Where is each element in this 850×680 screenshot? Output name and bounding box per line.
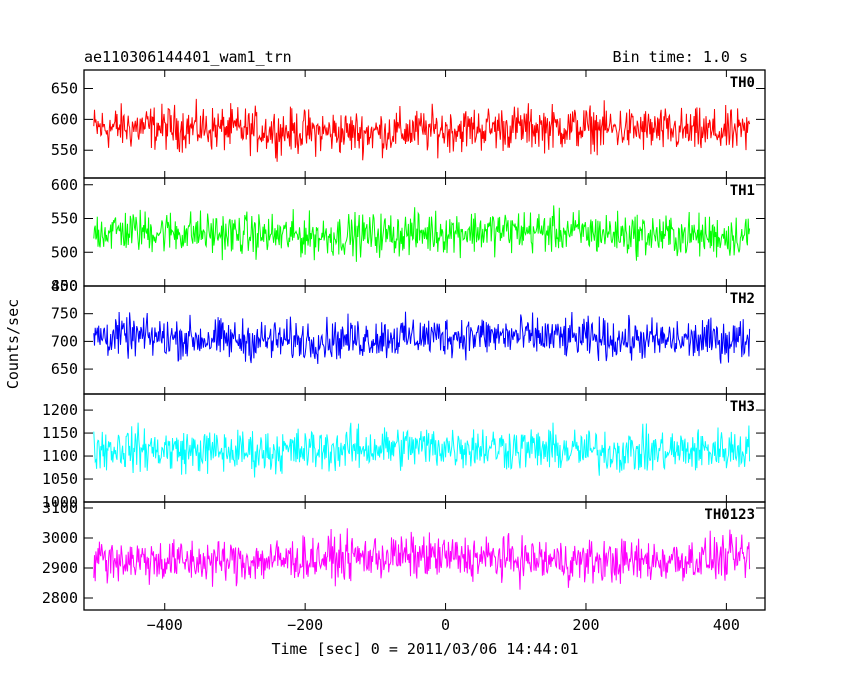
y-tick-label: 600: [51, 176, 78, 194]
panel-label: TH0123: [704, 507, 755, 523]
y-axis-label: Counts/sec: [4, 299, 22, 389]
y-tick-label: 700: [51, 332, 78, 350]
panel-th1: 450 500 550 600 TH1: [51, 176, 766, 295]
panel-th0123: 2800 2900 3000 3100 TH0123: [42, 499, 766, 611]
x-ticks-group: −400 −200 0 200 400: [147, 616, 740, 634]
y-tick-label: 1100: [42, 447, 78, 465]
y-tick-label: 800: [51, 277, 78, 295]
series-line-th0123: [93, 528, 751, 590]
x-axis-label: Time [sec] 0 = 2011/03/06 14:44:01: [271, 640, 578, 658]
panel-label: TH0: [730, 75, 755, 91]
y-tick-label: 1150: [42, 424, 78, 442]
panel-label: TH1: [730, 183, 755, 199]
y-tick-label: 2900: [42, 559, 78, 577]
series-line-th3: [93, 422, 751, 478]
x-tick-label: 0: [441, 616, 450, 634]
x-tick-label: 200: [572, 616, 599, 634]
x-tick-label: 400: [713, 616, 740, 634]
y-tick-label: 650: [51, 80, 78, 98]
series-line-th0: [93, 98, 751, 162]
y-tick-label: 600: [51, 110, 78, 128]
x-tick-label: −200: [287, 616, 323, 634]
y-tick-label: 550: [51, 210, 78, 228]
y-tick-label: 550: [51, 141, 78, 159]
y-tick-label: 1200: [42, 401, 78, 419]
chart-title: ae110306144401_wam1_trn: [84, 48, 292, 66]
panel-label: TH3: [730, 399, 755, 415]
series-line-th2: [93, 311, 751, 365]
panel-label: TH2: [730, 291, 755, 307]
series-line-th1: [93, 205, 751, 262]
y-tick-label: 3100: [42, 499, 78, 517]
panel-th2: 650 700 750 800 TH2: [51, 277, 766, 395]
panel-frame: [83, 501, 766, 611]
y-tick-label: 500: [51, 243, 78, 261]
y-tick-label: 750: [51, 305, 78, 323]
y-tick-label: 650: [51, 360, 78, 378]
chart-subtitle: Bin time: 1.0 s: [613, 48, 748, 66]
y-tick-label: 1050: [42, 470, 78, 488]
panel-th0: 550 600 650 TH0: [51, 69, 766, 179]
panel-th3: 1000 1050 1100 1150 1200 TH3: [42, 393, 766, 511]
panels-group: 550 600 650 TH0 450 500 550 600 TH1 650 700 750 800 T…: [42, 69, 766, 611]
y-tick-label: 450: [51, 277, 78, 295]
x-tick-label: −400: [147, 616, 183, 634]
y-tick-label: 3000: [42, 529, 78, 547]
y-tick-label: 2800: [42, 589, 78, 607]
y-tick-label: 1000: [42, 493, 78, 511]
